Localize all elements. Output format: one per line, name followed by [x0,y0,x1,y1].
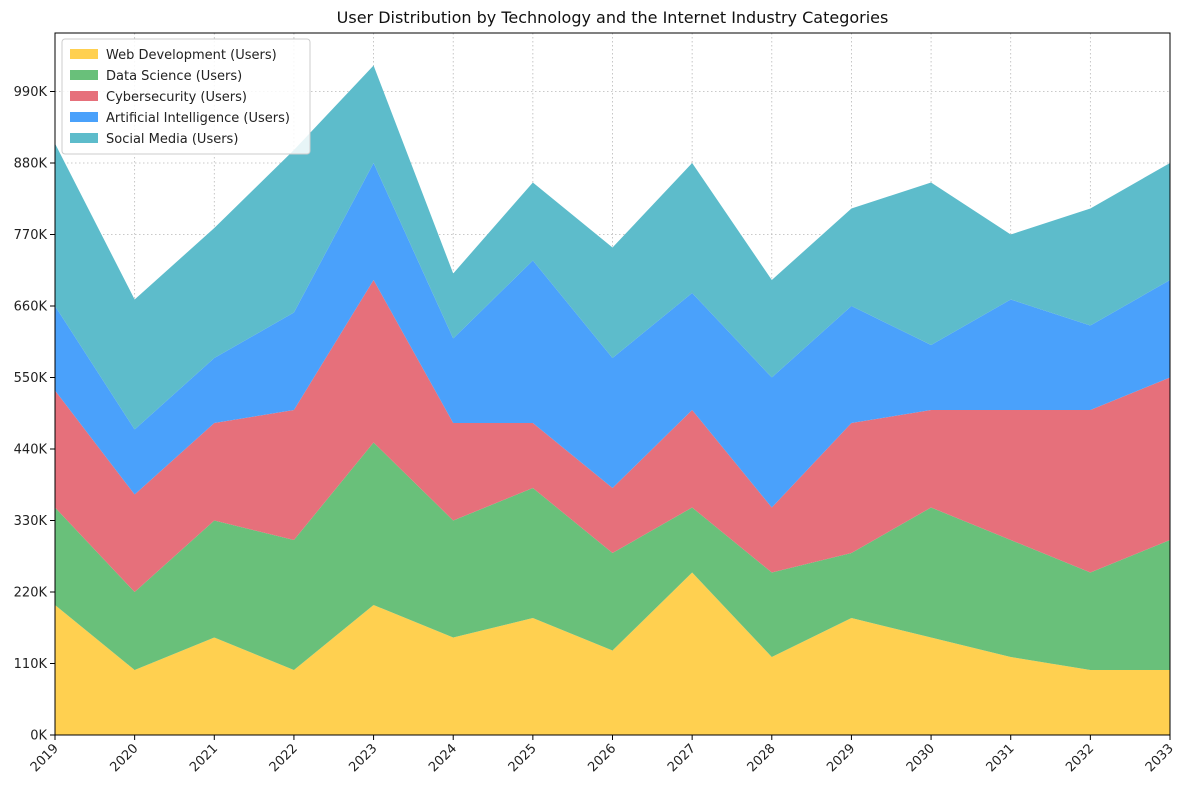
x-tick-label: 2027 [665,741,699,775]
y-tick-label: 440K [14,443,48,458]
x-tick-label: 2025 [506,741,540,775]
x-axis: 2019 2020 2021 2022 2023 2024 2025 2026 2027 2028… [28,735,1177,775]
x-tick-label: 2032 [1063,741,1097,775]
y-tick-label: 0K [30,729,47,744]
legend-entry: Web Development (Users) [106,48,277,63]
y-tick-label: 550K [14,371,48,386]
legend-box [61,38,311,155]
area-series-3 [55,280,1170,592]
x-tick-label: 2031 [984,741,1018,775]
y-axis: 0K 110K 220K 330K 440K 550K 660K 770K 880K 990K [14,85,55,744]
x-tick-label: 2022 [267,741,301,775]
y-tick-label: 660K [14,300,48,315]
legend-entry: Artificial Intelligence (Users) [106,111,290,126]
x-tick-label: 2024 [426,741,460,775]
legend-swatch [70,91,98,101]
y-tick-label: 330K [14,514,48,529]
area-series-4 [55,163,1170,508]
legend-swatch [70,70,98,80]
legend-swatch [70,49,98,59]
x-tick-label: 2026 [585,741,619,775]
area-series-1 [55,572,1170,735]
y-tick-label: 990K [14,85,48,100]
legend-entry: Cybersecurity (Users) [106,90,247,105]
chart-title: User Distribution by Technology and the … [337,8,889,27]
x-tick-label: 2033 [1143,741,1177,775]
y-tick-label: 220K [14,586,48,601]
x-tick-label: 2021 [187,741,221,775]
x-tick-label: 2029 [824,741,858,775]
legend-entry: Data Science (Users) [106,69,242,84]
y-tick-label: 770K [14,228,48,243]
x-tick-label: 2019 [28,741,62,775]
area-series-2 [55,442,1170,670]
area-series-5 [55,65,1170,430]
legend-swatch [70,133,98,143]
legend-entry: Social Media (Users) [106,132,238,147]
legend: Web Development (Users) Data Science (Use… [61,38,311,155]
area-layer [55,65,1170,735]
y-tick-label: 110K [14,657,48,672]
legend-swatch [70,112,98,122]
x-tick-label: 2023 [346,741,380,775]
x-tick-label: 2030 [904,741,938,775]
x-tick-label: 2020 [107,741,141,775]
x-tick-label: 2028 [745,741,779,775]
y-tick-label: 880K [14,157,48,172]
